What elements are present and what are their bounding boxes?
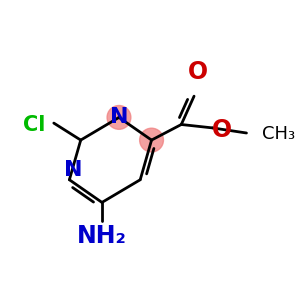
Text: O: O bbox=[188, 60, 208, 84]
Circle shape bbox=[107, 106, 131, 129]
Text: CH₃: CH₃ bbox=[262, 124, 295, 142]
Text: O: O bbox=[212, 118, 232, 142]
Text: Cl: Cl bbox=[23, 115, 45, 134]
Text: N: N bbox=[110, 107, 128, 128]
Circle shape bbox=[140, 128, 164, 152]
Text: N: N bbox=[64, 160, 83, 180]
Text: NH₂: NH₂ bbox=[77, 224, 127, 248]
